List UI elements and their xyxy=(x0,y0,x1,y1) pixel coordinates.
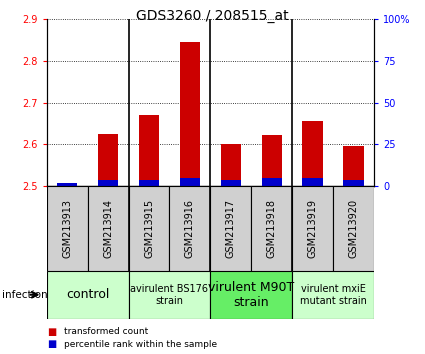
Text: percentile rank within the sample: percentile rank within the sample xyxy=(64,339,217,349)
Bar xyxy=(57,184,77,186)
Bar xyxy=(88,186,128,271)
Bar xyxy=(343,180,364,186)
Text: GSM213920: GSM213920 xyxy=(348,199,359,258)
Bar xyxy=(57,183,77,186)
Bar xyxy=(303,121,323,186)
Bar xyxy=(128,271,210,319)
Text: GSM213916: GSM213916 xyxy=(185,199,195,258)
Bar xyxy=(180,42,200,186)
Bar xyxy=(139,115,159,186)
Text: GSM213918: GSM213918 xyxy=(267,199,277,258)
Bar xyxy=(98,134,118,186)
Bar xyxy=(98,180,118,186)
Text: virulent mxiE
mutant strain: virulent mxiE mutant strain xyxy=(300,284,366,306)
Text: transformed count: transformed count xyxy=(64,327,148,336)
Bar xyxy=(261,178,282,186)
Bar xyxy=(261,135,282,186)
Bar xyxy=(333,186,374,271)
Text: control: control xyxy=(66,288,109,301)
Text: GSM213913: GSM213913 xyxy=(62,199,72,258)
Bar xyxy=(251,186,292,271)
Bar xyxy=(139,180,159,186)
Text: GSM213919: GSM213919 xyxy=(308,199,317,258)
Text: GSM213915: GSM213915 xyxy=(144,199,154,258)
Text: virulent M90T
strain: virulent M90T strain xyxy=(208,281,295,309)
Text: infection: infection xyxy=(2,290,48,300)
Text: avirulent BS176
strain: avirulent BS176 strain xyxy=(130,284,209,306)
Bar xyxy=(303,178,323,186)
Bar xyxy=(128,186,170,271)
Text: GDS3260 / 208515_at: GDS3260 / 208515_at xyxy=(136,9,289,23)
Text: GSM213914: GSM213914 xyxy=(103,199,113,258)
Bar xyxy=(343,146,364,186)
Bar xyxy=(180,178,200,186)
Bar xyxy=(292,186,333,271)
Text: GSM213917: GSM213917 xyxy=(226,199,236,258)
Bar xyxy=(221,180,241,186)
Text: ■: ■ xyxy=(47,327,56,337)
Bar xyxy=(47,271,128,319)
Bar xyxy=(47,186,88,271)
Bar xyxy=(210,271,292,319)
Text: ■: ■ xyxy=(47,339,56,349)
Bar xyxy=(210,186,251,271)
Bar xyxy=(292,271,374,319)
Bar xyxy=(170,186,210,271)
Bar xyxy=(221,144,241,186)
